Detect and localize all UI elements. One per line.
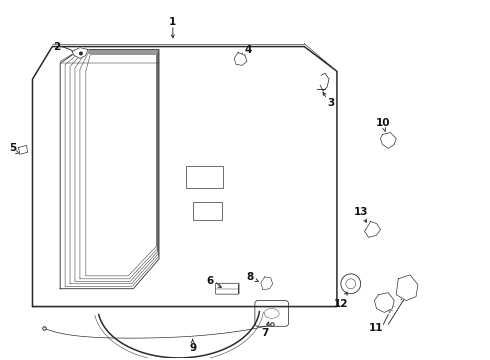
FancyBboxPatch shape	[255, 301, 289, 326]
Text: 7: 7	[261, 328, 269, 338]
Text: 10: 10	[376, 118, 391, 128]
Polygon shape	[261, 277, 272, 290]
Polygon shape	[19, 145, 27, 154]
Text: 3: 3	[327, 98, 335, 108]
Text: 9: 9	[189, 343, 196, 353]
Polygon shape	[396, 275, 418, 301]
Circle shape	[79, 51, 83, 55]
Polygon shape	[365, 221, 380, 237]
Text: 5: 5	[9, 143, 16, 153]
Text: 11: 11	[369, 323, 384, 333]
Bar	[186, 166, 223, 188]
Text: 8: 8	[246, 272, 253, 282]
Text: 12: 12	[334, 298, 348, 309]
Polygon shape	[234, 53, 247, 66]
Polygon shape	[374, 293, 394, 312]
Text: 4: 4	[245, 45, 252, 54]
Bar	[193, 202, 222, 220]
Circle shape	[341, 274, 361, 294]
Text: 6: 6	[207, 276, 214, 286]
Text: 13: 13	[353, 207, 368, 217]
Text: 1: 1	[169, 17, 176, 27]
Text: 2: 2	[53, 41, 61, 51]
Polygon shape	[72, 48, 88, 58]
Polygon shape	[380, 132, 396, 148]
FancyBboxPatch shape	[215, 283, 239, 294]
